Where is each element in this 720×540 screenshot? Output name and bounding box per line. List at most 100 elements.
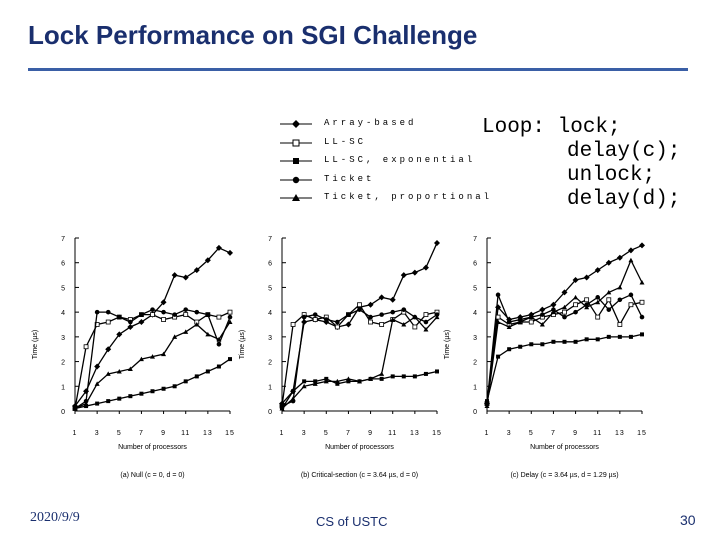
x-tick-label: 1 xyxy=(280,430,285,437)
series-square xyxy=(485,332,644,404)
legend-label: Ticket, proportional xyxy=(324,192,493,202)
data-point xyxy=(312,312,318,317)
legend-item-array-based: Array-based xyxy=(272,116,472,135)
data-point xyxy=(595,299,601,305)
data-point xyxy=(627,247,634,254)
data-point xyxy=(290,396,296,401)
data-point xyxy=(572,277,579,284)
data-point xyxy=(412,374,417,379)
data-point xyxy=(434,239,440,246)
y-tick-label: 3 xyxy=(61,335,65,342)
x-tick-label: 13 xyxy=(615,430,625,437)
data-point xyxy=(411,269,418,276)
data-point xyxy=(139,312,144,317)
data-point xyxy=(506,324,512,329)
data-point xyxy=(105,371,111,376)
data-point xyxy=(550,301,557,308)
y-tick-label: 4 xyxy=(268,310,272,317)
data-point xyxy=(605,259,612,266)
data-point xyxy=(83,401,89,406)
data-point xyxy=(628,257,634,263)
data-point xyxy=(528,319,534,325)
data-point xyxy=(160,299,167,306)
chart-caption: (c) Delay (c = 3.64 µs, d = 1.29 µs) xyxy=(510,472,618,479)
x-tick-label: 7 xyxy=(551,430,556,437)
data-point xyxy=(193,267,200,274)
x-tick-label: 1 xyxy=(73,430,78,437)
data-point xyxy=(228,357,232,362)
data-point xyxy=(606,307,612,312)
y-tick-label: 6 xyxy=(268,261,272,268)
x-axis-label: Number of processors xyxy=(325,444,394,451)
data-point xyxy=(345,376,351,381)
data-point xyxy=(227,249,233,256)
data-point xyxy=(183,307,189,312)
y-tick-label: 6 xyxy=(473,261,477,268)
data-point xyxy=(423,326,429,332)
y-tick-label: 3 xyxy=(268,335,272,342)
data-point xyxy=(84,404,89,409)
data-point xyxy=(401,374,406,379)
x-axis-label: Number of processors xyxy=(118,444,187,451)
code-line: delay(c); xyxy=(567,140,681,163)
data-point xyxy=(551,339,556,344)
legend-marker-open-square xyxy=(280,139,312,146)
data-point xyxy=(540,342,545,347)
data-point xyxy=(628,334,633,339)
data-point xyxy=(496,354,501,359)
data-point xyxy=(205,369,210,374)
data-point xyxy=(216,314,222,320)
x-tick-label: 7 xyxy=(139,430,144,437)
data-point xyxy=(573,302,578,308)
data-point xyxy=(105,309,111,315)
data-point xyxy=(606,334,611,339)
data-point xyxy=(205,331,211,337)
data-point xyxy=(171,272,178,279)
data-point xyxy=(606,289,612,295)
data-point xyxy=(301,383,307,389)
data-point xyxy=(379,312,384,317)
data-point xyxy=(562,304,567,310)
y-tick-label: 1 xyxy=(61,384,65,391)
legend-label: LL-SC xyxy=(324,136,367,147)
data-point xyxy=(628,292,634,298)
legend-label: LL-SC, exponential xyxy=(324,155,476,165)
data-point xyxy=(161,386,166,391)
data-point xyxy=(182,274,189,281)
x-axis-label: Number of processors xyxy=(530,444,599,451)
data-point xyxy=(506,319,512,325)
series-diamond xyxy=(72,244,233,410)
x-tick-label: 9 xyxy=(573,430,578,437)
data-point xyxy=(127,366,133,371)
data-point xyxy=(401,322,407,327)
data-point xyxy=(379,376,384,381)
chart-caption: (b) Critical-section (c = 3.64 µs, d = 0… xyxy=(301,472,418,479)
series-open-square xyxy=(484,297,645,406)
series-line xyxy=(281,308,438,407)
data-point xyxy=(540,312,545,317)
data-point xyxy=(161,351,167,357)
y-tick-label: 0 xyxy=(473,409,477,416)
x-tick-label: 1 xyxy=(485,430,490,437)
y-axis-label: Time (µs) xyxy=(32,330,39,359)
legend-item-ticket-proportional: Ticket, proportional xyxy=(272,190,489,209)
data-point xyxy=(562,309,567,315)
legend-label: Array-based xyxy=(324,118,417,128)
y-tick-label: 5 xyxy=(268,285,272,292)
series-line xyxy=(281,303,438,407)
data-point xyxy=(367,301,374,308)
data-point xyxy=(539,322,545,327)
data-point xyxy=(573,309,578,315)
data-point xyxy=(617,322,623,327)
data-point xyxy=(94,309,100,315)
data-point xyxy=(150,389,155,394)
data-point xyxy=(368,319,373,325)
data-point xyxy=(290,322,296,327)
chart-caption: (a) Null (c = 0, d = 0) xyxy=(120,472,184,479)
data-point xyxy=(378,294,385,301)
data-point xyxy=(435,369,439,374)
data-point xyxy=(584,304,590,310)
series-triangle xyxy=(72,319,233,411)
